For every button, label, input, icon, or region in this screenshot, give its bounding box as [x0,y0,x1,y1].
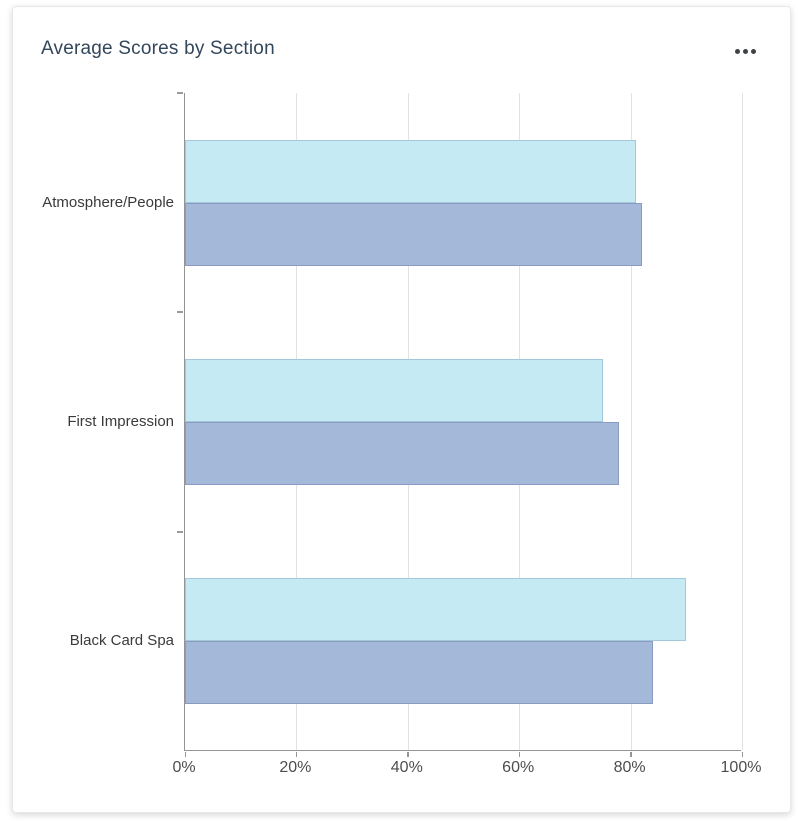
y-axis-tick [177,311,183,314]
bar-series-2-first-impression[interactable] [185,422,620,485]
bar-chart: Atmosphere/People First Impression Black C… [13,7,792,814]
card-header: Average Scores by Section [41,37,770,63]
bar-series-2-atmosphere-people[interactable] [185,202,642,266]
bar-series-2-black-card-spa[interactable] [185,641,653,705]
bar-series-1-atmosphere-people[interactable] [185,139,637,203]
x-axis-tick-label: 80% [613,759,646,776]
x-axis-tick-label: 100% [720,759,762,776]
x-axis-tick-label: 60% [502,759,535,776]
x-axis-tick-label: 40% [390,759,423,776]
ellipsis-icon [742,48,748,54]
plot-area [177,92,743,757]
x-axis-tick [407,752,409,757]
x-axis-tick [630,752,632,757]
x-axis-tick [518,752,521,757]
x-axis-tick [295,752,298,757]
x-axis-tick-label: 20% [279,759,312,776]
more-options-button[interactable] [728,41,762,61]
chart-card: Atmosphere/People First Impression Black C… [12,6,791,813]
category-label: Atmosphere/People [42,193,174,211]
x-axis-tick [184,752,186,757]
gridline-80% [630,93,632,750]
ellipsis-icon [750,48,756,54]
gridline-100% [742,93,743,750]
x-axis-tick [741,752,743,757]
y-axis-tick [177,530,183,533]
bar-series-1-black-card-spa[interactable] [185,578,687,642]
bar-series-1-first-impression[interactable] [185,359,603,422]
x-axis-tick-label: 0% [172,759,196,776]
ellipsis-icon [734,48,740,54]
y-axis-tick [177,92,183,94]
category-label: First Impression [67,413,174,430]
chart-title: Average Scores by Section [41,38,275,59]
category-label: Black Card Spa [69,632,174,650]
